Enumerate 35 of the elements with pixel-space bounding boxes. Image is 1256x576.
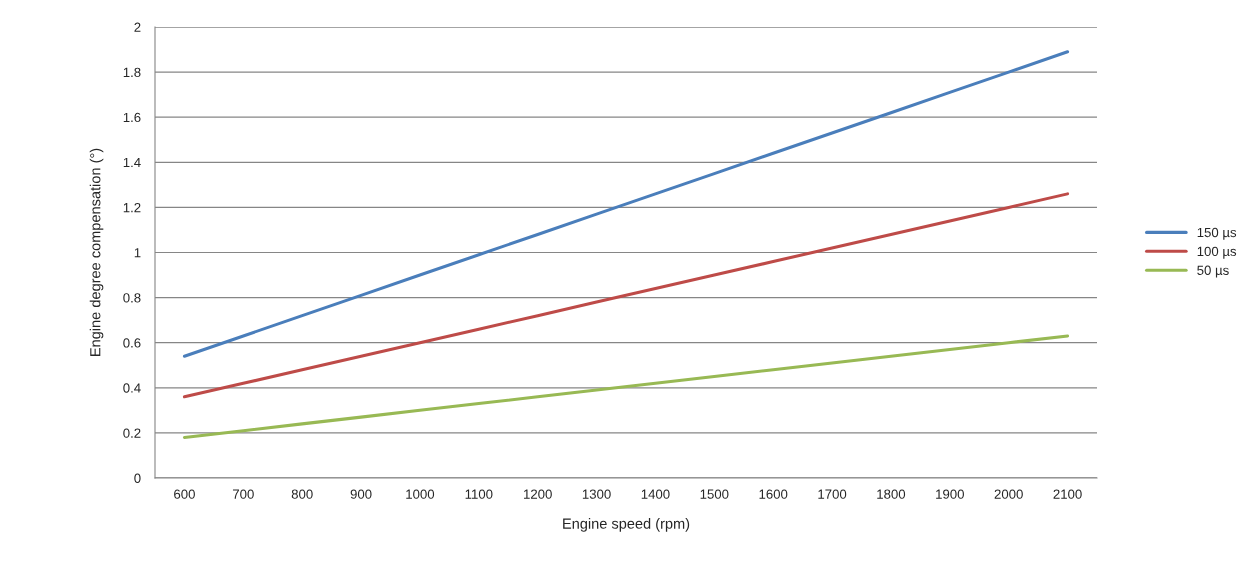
x-tick-label: 2000 <box>994 489 1023 499</box>
x-tick-label: 1900 <box>936 489 964 499</box>
y-tick-label: 1.4 <box>123 158 141 168</box>
x-tick-label: 2100 <box>1053 489 1082 499</box>
x-tick-label: 1600 <box>759 489 788 499</box>
y-tick-label: 0.8 <box>123 293 141 303</box>
x-tick-label: 1000 <box>406 489 435 499</box>
line-series <box>182 50 1070 358</box>
y-tick-label: 0.2 <box>123 428 141 438</box>
y-tick-label: 0.6 <box>123 338 141 348</box>
x-tick-label: 600 <box>174 489 195 499</box>
legend-label: 50 µs <box>1197 265 1229 278</box>
y-tick-label: 1.8 <box>123 67 141 78</box>
legend-label: 100 µs <box>1197 246 1237 259</box>
x-tick-label: 1100 <box>465 489 493 499</box>
x-tick-label: 1200 <box>524 489 552 499</box>
x-tick-label: 700 <box>232 489 254 499</box>
legend-label: 150 µs <box>1197 227 1237 240</box>
y-tick-label: 0 <box>134 473 141 483</box>
x-axis-title: Engine speed (rpm) <box>563 518 690 532</box>
y-axis-title: Engine degree compensation (°) <box>89 148 104 356</box>
x-tick-label: 900 <box>350 489 372 499</box>
y-tick-label: 0.4 <box>123 383 141 393</box>
line-series <box>182 334 1070 439</box>
y-tick-label: 1 <box>134 248 141 258</box>
x-tick-label: 1700 <box>818 489 847 499</box>
line-series <box>182 192 1070 399</box>
y-tick-label: 1.6 <box>123 112 141 123</box>
x-tick-label: 1500 <box>700 489 729 499</box>
x-tick-label: 1400 <box>641 489 670 499</box>
y-tick-label: 2 <box>134 22 141 32</box>
x-tick-label: 1800 <box>877 489 906 499</box>
x-tick-label: 1300 <box>582 489 611 499</box>
x-tick-label: 800 <box>291 489 313 499</box>
y-tick-label: 1.2 <box>123 202 141 213</box>
